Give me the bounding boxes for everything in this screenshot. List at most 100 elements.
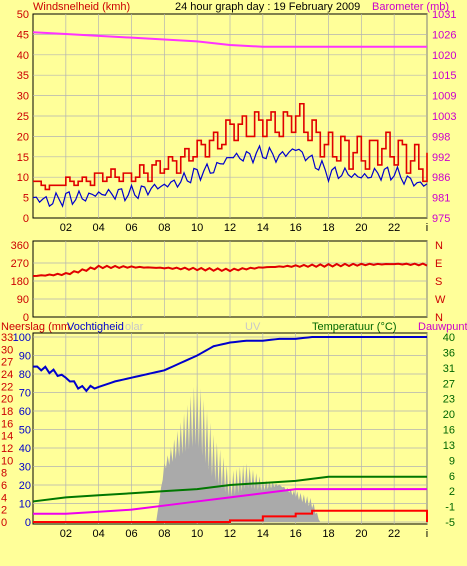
top-left-tick-label: 40 <box>17 50 29 62</box>
dir-left-tick-label: 360 <box>11 240 29 252</box>
chart-title: 24 hour graph day : 19 February 2009 <box>175 1 360 13</box>
temp-tick-label: 20 <box>443 409 455 421</box>
vochtigheid-label: Vochtigheid <box>67 321 124 333</box>
dir-right-label: E <box>435 258 442 270</box>
bottom-x-tick-label: 16 <box>290 528 302 540</box>
dir-right-label: S <box>435 276 442 288</box>
dir-right-label: N <box>435 240 443 252</box>
top-left-tick-label: 30 <box>17 91 29 103</box>
top-x-tick-label: 12 <box>224 222 236 234</box>
uv-label: UV <box>245 321 261 333</box>
humidity-tick-label: 40 <box>19 443 31 455</box>
top-x-tick-label: 02 <box>60 222 72 234</box>
temp-tick-label: -1 <box>445 502 455 514</box>
bottom-x-tick-label: i <box>426 528 428 540</box>
dir-left-tick-label: 90 <box>17 294 29 306</box>
bottom-x-tick-label: 08 <box>158 528 170 540</box>
bottom-x-tick-label: 18 <box>322 528 334 540</box>
humidity-tick-label: 100 <box>13 332 31 344</box>
humidity-tick-label: 90 <box>19 351 31 363</box>
temp-tick-label: 6 <box>449 471 455 483</box>
humidity-tick-label: 70 <box>19 388 31 400</box>
dewpoint-line <box>33 488 427 515</box>
rain-tick-label: 24 <box>1 369 13 381</box>
humidity-tick-label: 30 <box>19 462 31 474</box>
top-x-tick-label: 08 <box>158 222 170 234</box>
top-left-ylabel: Windsnelheid (kmh) <box>33 1 130 13</box>
bottom-x-tick-label: 14 <box>257 528 269 540</box>
temp-tick-label: 13 <box>443 440 455 452</box>
rain-tick-label: 33 <box>1 332 13 344</box>
bottom-x-tick-label: 20 <box>355 528 367 540</box>
rain-tick-label: 2 <box>1 505 7 517</box>
wind-speed-line <box>32 144 428 208</box>
rain-tick-label: 18 <box>1 406 13 418</box>
rain-tick-label: 30 <box>1 344 13 356</box>
top-left-tick-label: 10 <box>17 172 29 184</box>
top-left-tick-label: 15 <box>17 152 29 164</box>
top-left-tick-label: 45 <box>17 29 29 41</box>
temp-tick-label: 16 <box>443 425 455 437</box>
bottom-x-tick-label: 04 <box>93 528 105 540</box>
rain-tick-label: 27 <box>1 357 13 369</box>
top-x-tick-label: i <box>426 222 428 234</box>
temp-tick-label: 31 <box>443 363 455 375</box>
bottom-x-tick-label: 02 <box>60 528 72 540</box>
top-x-tick-label: 06 <box>125 222 137 234</box>
dir-left-tick-label: 270 <box>11 258 29 270</box>
top-x-tick-label: 14 <box>257 222 269 234</box>
top-right-tick-label: 1031 <box>432 9 456 21</box>
rain-tick-label: 6 <box>1 480 7 492</box>
rain-tick-label: 8 <box>1 468 7 480</box>
top-left-tick-label: 5 <box>23 193 29 205</box>
top-right-tick-label: 1015 <box>432 70 456 82</box>
top-right-tick-label: 986 <box>432 172 450 184</box>
top-left-tick-label: 0 <box>23 213 29 225</box>
rain-tick-label: 4 <box>1 492 7 504</box>
humidity-tick-label: 50 <box>19 425 31 437</box>
dir-left-tick-label: 180 <box>11 276 29 288</box>
top-right-tick-label: 1020 <box>432 50 456 62</box>
top-left-tick-label: 20 <box>17 131 29 143</box>
wind-direction-line <box>32 262 428 277</box>
neerslag-label: Neerslag (mm <box>1 321 70 333</box>
top-left-tick-label: 35 <box>17 70 29 82</box>
top-right-tick-label: 1003 <box>432 111 456 123</box>
top-x-tick-label: 16 <box>290 222 302 234</box>
temp-tick-label: 9 <box>449 455 455 467</box>
rain-tick-label: 12 <box>1 443 13 455</box>
top-left-tick-label: 25 <box>17 111 29 123</box>
temp-tick-label: -5 <box>445 517 455 529</box>
temp-tick-label: 27 <box>443 378 455 390</box>
dir-left-tick-label: 0 <box>23 312 29 324</box>
humidity-line <box>32 336 427 393</box>
temp-tick-label: 2 <box>449 486 455 498</box>
wind-gust-line <box>33 102 428 191</box>
dauwpunt-label: Dauwpunt <box>418 321 467 333</box>
humidity-tick-label: 20 <box>19 480 31 492</box>
rain-tick-label: 10 <box>1 455 13 467</box>
rain-tick-label: 0 <box>1 517 7 529</box>
top-right-ylabel: Barometer (mb) <box>372 1 449 13</box>
solar-label: olar <box>125 321 144 333</box>
top-x-tick-label: 22 <box>388 222 400 234</box>
top-right-tick-label: 981 <box>432 193 450 205</box>
barometer-line <box>32 31 427 48</box>
humidity-tick-label: 10 <box>19 499 31 511</box>
rain-tick-label: 22 <box>1 381 13 393</box>
top-right-tick-label: 1009 <box>432 91 456 103</box>
humidity-tick-label: 60 <box>19 406 31 418</box>
humidity-tick-label: 80 <box>19 369 31 381</box>
bottom-x-tick-label: 10 <box>191 528 203 540</box>
bottom-x-tick-label: 06 <box>125 528 137 540</box>
dir-right-label: N <box>435 312 443 324</box>
top-x-tick-label: 18 <box>322 222 334 234</box>
solar-area <box>156 377 321 522</box>
rain-line <box>33 509 428 523</box>
top-right-tick-label: 1026 <box>432 29 456 41</box>
top-x-tick-label: 20 <box>355 222 367 234</box>
bottom-x-tick-label: 22 <box>388 528 400 540</box>
top-left-tick-label: 50 <box>17 9 29 21</box>
temp-tick-label: 23 <box>443 394 455 406</box>
temperatuur-label: Temperatuur (°C) <box>312 321 396 333</box>
